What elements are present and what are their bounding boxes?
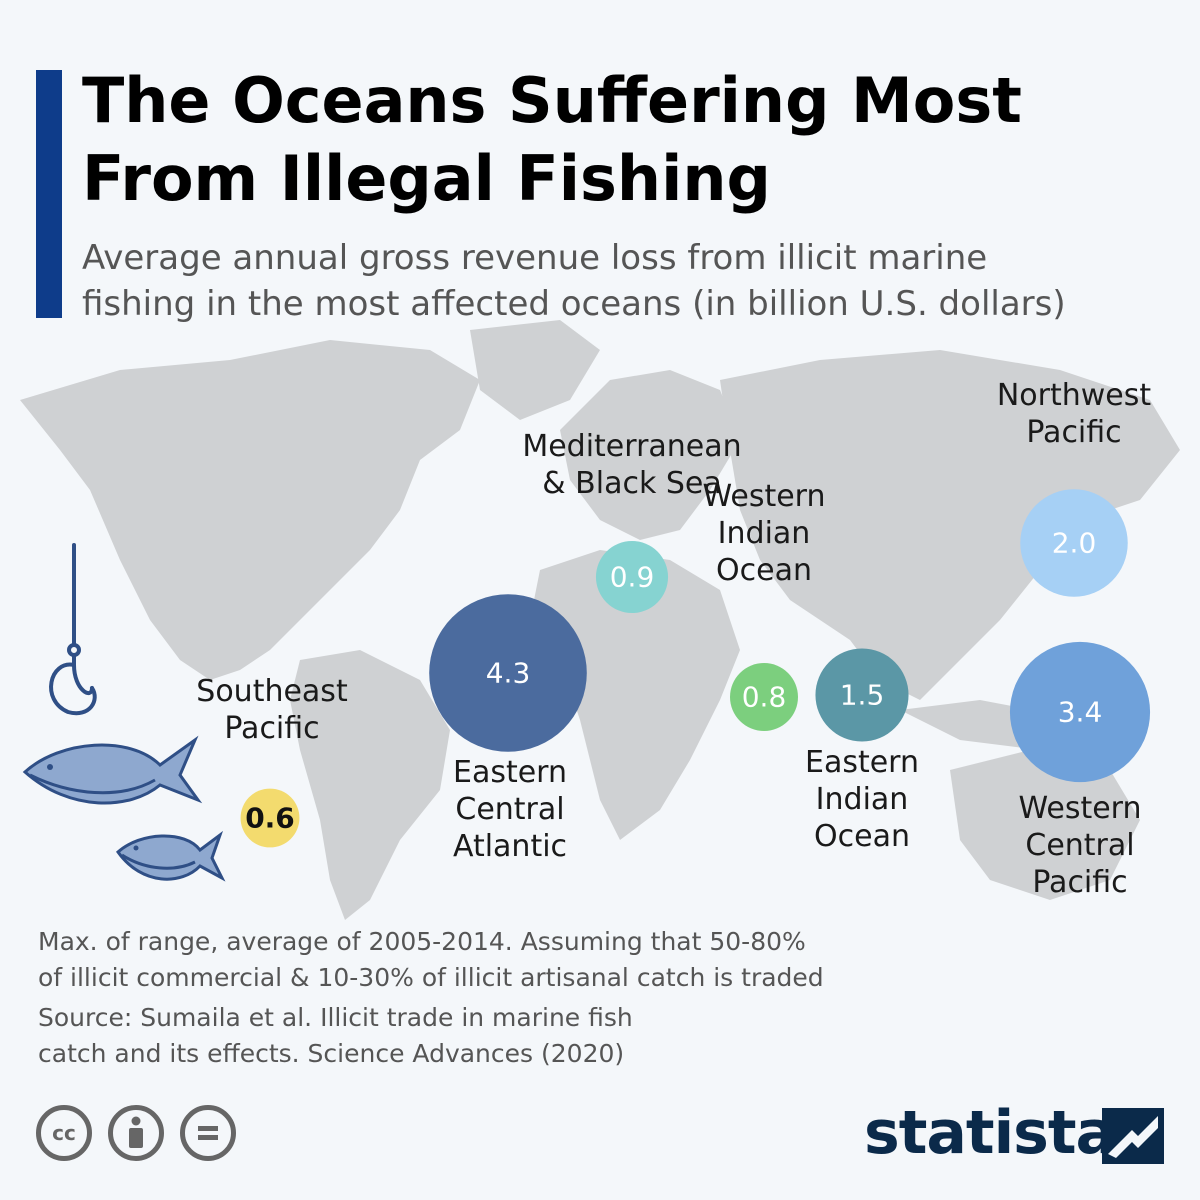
- world-map: [20, 320, 1180, 920]
- bubble-value-1: 4.3: [486, 657, 531, 690]
- region-label-3-1: Indian: [718, 516, 811, 551]
- bubble-value-4: 1.5: [840, 679, 885, 712]
- region-label-5-0: Northwest: [997, 378, 1152, 413]
- bubble-value-6: 3.4: [1058, 696, 1103, 729]
- statista-logo[interactable]: statista: [864, 1098, 1116, 1168]
- bubble-value-2: 0.9: [610, 561, 655, 594]
- region-label-3-0: Western: [702, 479, 825, 514]
- region-label-6-0: Western: [1018, 791, 1141, 826]
- region-label-4-1: Indian: [816, 782, 909, 817]
- no-derivatives-icon[interactable]: [180, 1105, 236, 1161]
- title-accent-bar: [36, 70, 62, 318]
- bubble-4: [815, 648, 909, 742]
- region-label-1-2: Atlantic: [453, 829, 567, 864]
- license-icons: cc: [36, 1105, 256, 1165]
- fishing-hook-icon: [49, 543, 97, 716]
- title-line-2: From Illegal Fishing: [82, 142, 771, 215]
- note-line-1: Max. of range, average of 2005-2014. Ass…: [38, 927, 806, 956]
- europe-shape: [560, 370, 740, 540]
- title-line-1: The Oceans Suffering Most: [82, 64, 1022, 137]
- bubble-1: [429, 594, 587, 752]
- note-line-2: of illicit commercial & 10-30% of illici…: [38, 963, 824, 992]
- region-label-6-1: Central: [1025, 828, 1134, 863]
- region-label-4-0: Eastern: [805, 745, 919, 780]
- bubble-value-5: 2.0: [1052, 527, 1097, 560]
- attribution-icon[interactable]: [108, 1105, 164, 1161]
- chart-title: The Oceans Suffering Most From Illegal F…: [82, 62, 1182, 218]
- bubble-0: [240, 788, 300, 848]
- south-america-shape: [290, 650, 450, 920]
- region-label-0-1: Pacific: [224, 711, 319, 746]
- region-label-6-2: Pacific: [1032, 865, 1127, 900]
- region-label-4-2: Ocean: [814, 819, 910, 854]
- region-label-0-0: Southeast: [196, 674, 348, 709]
- bubble-3: [730, 663, 798, 731]
- bubble-5: [1020, 489, 1128, 597]
- greenland-shape: [470, 320, 600, 420]
- cc-icon[interactable]: cc: [36, 1105, 92, 1161]
- region-label-2-1: & Black Sea: [542, 466, 722, 501]
- bubble-6: [1009, 641, 1151, 783]
- region-label-3-2: Ocean: [716, 553, 812, 588]
- source-line-2: catch and its effects. Science Advances …: [38, 1039, 625, 1068]
- methodology-note: Max. of range, average of 2005-2014. Ass…: [38, 924, 938, 996]
- australia-shape: [950, 750, 1140, 900]
- small-fish-icon: [116, 830, 226, 882]
- source-line-1: Source: Sumaila et al. Illicit trade in …: [38, 1003, 633, 1032]
- bubble-value-0: 0.6: [245, 802, 295, 835]
- statista-logo-mark-icon: [1102, 1108, 1164, 1164]
- region-label-1-1: Central: [455, 792, 564, 827]
- region-label-1-0: Eastern: [453, 755, 567, 790]
- north-america-shape: [20, 340, 480, 680]
- asia-shape: [720, 350, 1180, 700]
- africa-shape: [530, 550, 740, 840]
- bubble-value-3: 0.8: [742, 681, 787, 714]
- bubble-2: [595, 540, 669, 614]
- chart-subtitle: Average annual gross revenue loss from i…: [82, 235, 1182, 327]
- subtitle-line-2: fishing in the most affected oceans (in …: [82, 284, 1066, 324]
- region-label-2-0: Mediterranean: [522, 429, 741, 464]
- source-note: Source: Sumaila et al. Illicit trade in …: [38, 1000, 938, 1072]
- fish-icon: [22, 735, 203, 805]
- region-label-5-1: Pacific: [1026, 415, 1121, 450]
- subtitle-line-1: Average annual gross revenue loss from i…: [82, 238, 988, 278]
